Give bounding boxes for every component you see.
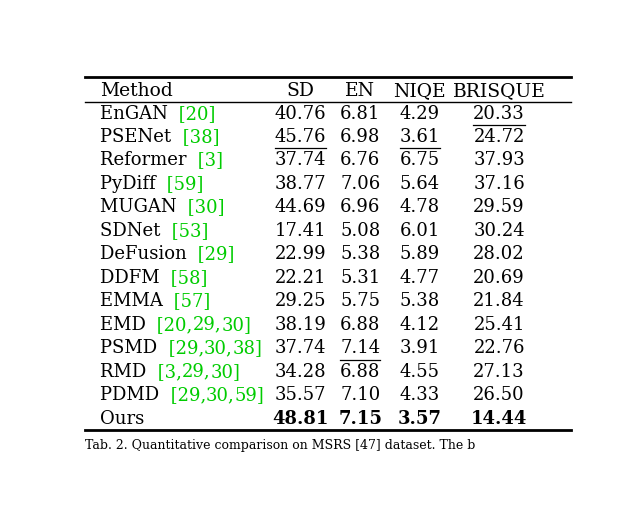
Text: 6.81: 6.81 — [340, 104, 380, 123]
Text: EMD: EMD — [100, 316, 152, 333]
Text: 6.96: 6.96 — [340, 199, 380, 217]
Text: 37.93: 37.93 — [473, 151, 525, 170]
Text: 14.44: 14.44 — [471, 409, 527, 428]
Text: [29,: [29, — [163, 339, 204, 357]
Text: 5.38: 5.38 — [340, 246, 380, 263]
Text: 17.41: 17.41 — [275, 222, 326, 240]
Text: 37.74: 37.74 — [275, 339, 326, 357]
Text: 4.33: 4.33 — [399, 386, 440, 404]
Text: 21.84: 21.84 — [474, 292, 525, 310]
Text: 22.99: 22.99 — [275, 246, 326, 263]
Text: [20,: [20, — [152, 316, 193, 333]
Text: Tab. 2. Quantitative comparison on MSRS [47] dataset. The b: Tab. 2. Quantitative comparison on MSRS … — [85, 438, 476, 451]
Text: 25.41: 25.41 — [474, 316, 525, 333]
Text: 22.76: 22.76 — [474, 339, 525, 357]
Text: Reformer: Reformer — [100, 151, 192, 170]
Text: 4.55: 4.55 — [400, 362, 440, 381]
Text: 7.15: 7.15 — [338, 409, 382, 428]
Text: 7.10: 7.10 — [340, 386, 380, 404]
Text: [57]: [57] — [168, 292, 211, 310]
Text: DDFM: DDFM — [100, 269, 165, 287]
Text: 6.76: 6.76 — [340, 151, 380, 170]
Text: BRISQUE: BRISQUE — [452, 82, 545, 100]
Text: Method: Method — [100, 82, 173, 100]
Text: EN: EN — [345, 82, 375, 100]
Text: 29,: 29, — [182, 362, 211, 381]
Text: 28.02: 28.02 — [474, 246, 525, 263]
Text: 30,: 30, — [204, 339, 233, 357]
Text: RMD: RMD — [100, 362, 152, 381]
Text: 35.57: 35.57 — [275, 386, 326, 404]
Text: NIQE: NIQE — [394, 82, 446, 100]
Text: 4.12: 4.12 — [400, 316, 440, 333]
Text: 29.25: 29.25 — [275, 292, 326, 310]
Text: 3.57: 3.57 — [398, 409, 442, 428]
Text: [3]: [3] — [192, 151, 223, 170]
Text: 3.91: 3.91 — [399, 339, 440, 357]
Text: SD: SD — [287, 82, 315, 100]
Text: 29.59: 29.59 — [474, 199, 525, 217]
Text: [53]: [53] — [166, 222, 209, 240]
Text: EMMA: EMMA — [100, 292, 168, 310]
Text: [30]: [30] — [182, 199, 225, 217]
Text: 6.75: 6.75 — [400, 151, 440, 170]
Text: 5.75: 5.75 — [340, 292, 380, 310]
Text: 48.81: 48.81 — [273, 409, 329, 428]
Text: [29]: [29] — [193, 246, 235, 263]
Text: EnGAN: EnGAN — [100, 104, 173, 123]
Text: [29,: [29, — [164, 386, 206, 404]
Text: [58]: [58] — [165, 269, 207, 287]
Text: 6.98: 6.98 — [340, 128, 380, 146]
Text: [38]: [38] — [177, 128, 220, 146]
Text: 6.01: 6.01 — [399, 222, 440, 240]
Text: 5.08: 5.08 — [340, 222, 380, 240]
Text: 4.77: 4.77 — [400, 269, 440, 287]
Text: 5.38: 5.38 — [399, 292, 440, 310]
Text: 6.88: 6.88 — [340, 316, 380, 333]
Text: [59]: [59] — [161, 175, 204, 193]
Text: 4.29: 4.29 — [400, 104, 440, 123]
Text: 37.16: 37.16 — [473, 175, 525, 193]
Text: 7.14: 7.14 — [340, 339, 380, 357]
Text: 38]: 38] — [233, 339, 262, 357]
Text: 30]: 30] — [211, 362, 240, 381]
Text: 4.78: 4.78 — [400, 199, 440, 217]
Text: [20]: [20] — [173, 104, 216, 123]
Text: MUGAN: MUGAN — [100, 199, 182, 217]
Text: DeFusion: DeFusion — [100, 246, 193, 263]
Text: 26.50: 26.50 — [474, 386, 525, 404]
Text: [3,: [3, — [152, 362, 182, 381]
Text: 5.31: 5.31 — [340, 269, 380, 287]
Text: 20.69: 20.69 — [473, 269, 525, 287]
Text: 30,: 30, — [206, 386, 235, 404]
Text: 6.88: 6.88 — [340, 362, 380, 381]
Text: Ours: Ours — [100, 409, 144, 428]
Text: 45.76: 45.76 — [275, 128, 326, 146]
Text: 38.77: 38.77 — [275, 175, 326, 193]
Text: 20.33: 20.33 — [473, 104, 525, 123]
Text: 30]: 30] — [221, 316, 252, 333]
Text: 5.89: 5.89 — [399, 246, 440, 263]
Text: 24.72: 24.72 — [474, 128, 525, 146]
Text: 40.76: 40.76 — [275, 104, 326, 123]
Text: SDNet: SDNet — [100, 222, 166, 240]
Text: 7.06: 7.06 — [340, 175, 380, 193]
Text: 37.74: 37.74 — [275, 151, 326, 170]
Text: 38.19: 38.19 — [275, 316, 326, 333]
Text: 59]: 59] — [235, 386, 264, 404]
Text: PyDiff: PyDiff — [100, 175, 161, 193]
Text: 34.28: 34.28 — [275, 362, 326, 381]
Text: 44.69: 44.69 — [275, 199, 326, 217]
Text: 22.21: 22.21 — [275, 269, 326, 287]
Text: 30.24: 30.24 — [474, 222, 525, 240]
Text: 5.64: 5.64 — [400, 175, 440, 193]
Text: 29,: 29, — [193, 316, 221, 333]
Text: PSENet: PSENet — [100, 128, 177, 146]
Text: 27.13: 27.13 — [474, 362, 525, 381]
Text: PSMD: PSMD — [100, 339, 163, 357]
Text: 3.61: 3.61 — [399, 128, 440, 146]
Text: PDMD: PDMD — [100, 386, 164, 404]
